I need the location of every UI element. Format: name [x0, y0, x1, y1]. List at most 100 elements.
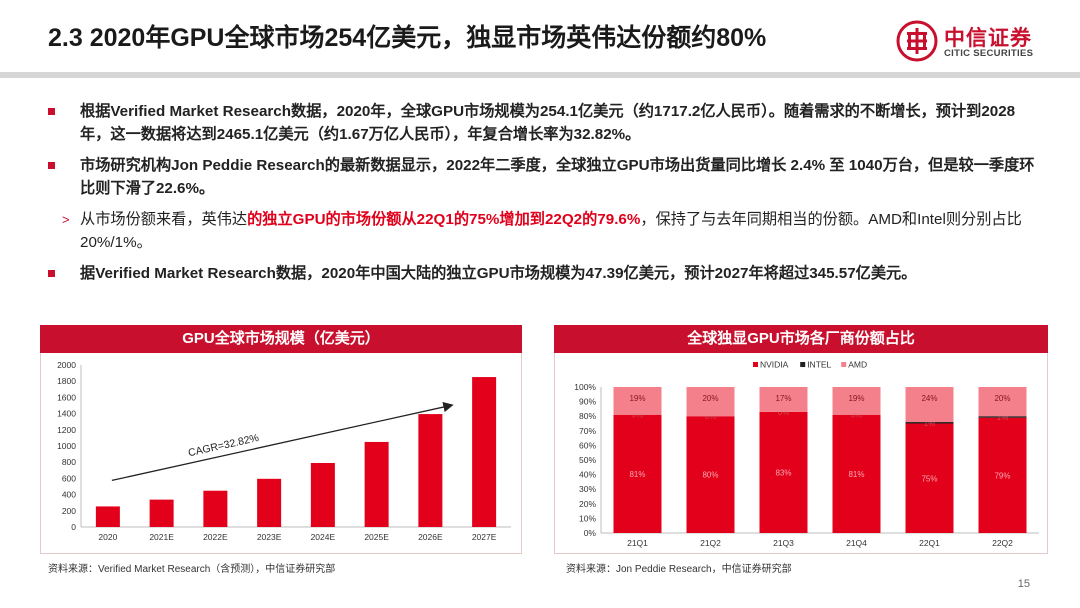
y-tick-label: 1600	[57, 392, 76, 402]
logo-english-text: CITIC SECURITIES	[944, 48, 1034, 59]
data-label-intel: 1%	[997, 413, 1009, 422]
arrow-bullet-icon: >	[62, 212, 70, 227]
bar-segment-amd	[978, 387, 1027, 417]
data-label-nvidia: 83%	[775, 468, 791, 477]
data-label-intel: 0%	[705, 412, 717, 421]
market-size-chart: 0 200 400 600 800 1000 1200 1400 1600 1800 2000 202…	[57, 360, 511, 542]
legend-swatch-nvidia	[753, 362, 758, 367]
y-tick-label: 10%	[579, 513, 596, 523]
x-tick-label: 21Q1	[627, 538, 648, 548]
cagr-arrow	[111, 401, 454, 482]
y-tick-label: 2000	[57, 360, 76, 370]
title-divider	[0, 72, 1080, 78]
bullet-list: 根据Verified Market Research数据，2020年，全球GPU…	[48, 100, 1038, 293]
bar-segment-amd	[686, 387, 735, 417]
vendor-share-panel: 全球独显GPU市场各厂商份额占比 NVIDIA INTEL AMD 0% 10% 20% 3…	[554, 325, 1048, 554]
bar-segment-amd	[832, 387, 881, 415]
x-tick-label: 2024E	[311, 532, 336, 542]
y-tick-label: 1400	[57, 409, 76, 419]
bar-segment-amd	[613, 387, 662, 415]
data-label-nvidia: 81%	[848, 470, 864, 479]
x-tick-label: 2022E	[203, 532, 228, 542]
bar	[364, 441, 389, 527]
vendor-share-chart: NVIDIA INTEL AMD 0% 10% 20% 30% 40% 50% 60% 70% 80%…	[574, 360, 1039, 548]
legend-swatch-amd	[841, 362, 847, 367]
data-label-intel: 0%	[632, 411, 644, 420]
market-size-panel-header: GPU全球市场规模（亿美元）	[40, 325, 522, 353]
y-tick-label: 90%	[579, 397, 596, 407]
x-tick-label: 21Q2	[700, 538, 721, 548]
bar-segment-nvidia	[978, 417, 1027, 533]
bar	[203, 490, 228, 527]
bar-segment-amd	[905, 387, 954, 423]
bar-segment-nvidia	[905, 423, 954, 533]
data-label-amd: 19%	[629, 394, 645, 403]
x-tick-label: 2026E	[418, 532, 443, 542]
x-tick-label: 22Q1	[919, 538, 940, 548]
bar	[149, 499, 174, 527]
legend-label-intel: INTEL	[807, 360, 831, 370]
vendor-share-chart-area: NVIDIA INTEL AMD 0% 10% 20% 30% 40% 50% 60% 70% 80%…	[554, 353, 1048, 554]
y-tick-label: 1000	[57, 441, 76, 451]
x-tick-label: 2027E	[472, 532, 497, 542]
data-label-intel: 0%	[851, 411, 863, 420]
bullet-item: 市场研究机构Jon Peddie Research的最新数据显示，2022年二季…	[48, 154, 1038, 200]
y-tick-label: 70%	[579, 426, 596, 436]
bar	[418, 414, 443, 527]
market-size-chart-area: 0 200 400 600 800 1000 1200 1400 1600 1800 2000 202…	[40, 353, 522, 554]
y-tick-label: 1800	[57, 376, 76, 386]
data-label-amd: 24%	[921, 394, 937, 403]
y-tick-label: 1200	[57, 425, 76, 435]
legend-swatch-intel	[800, 362, 806, 367]
bullet-item: 据Verified Market Research数据，2020年中国大陆的独立…	[48, 262, 1038, 285]
bar-segment-nvidia	[759, 411, 808, 533]
y-tick-label: 30%	[579, 484, 596, 494]
data-label-amd: 20%	[994, 394, 1010, 403]
citic-logo-icon	[896, 20, 938, 62]
bar-segment-nvidia	[832, 414, 881, 533]
bullet-text: 市场研究机构Jon Peddie Research的最新数据显示，2022年二季…	[80, 157, 1035, 197]
bar	[257, 478, 282, 527]
y-tick-label: 80%	[579, 411, 596, 421]
page-title: 2.3 2020年GPU全球市场254亿美元，独显市场英伟达份额约80%	[48, 24, 767, 52]
bullet-square-icon	[48, 108, 55, 115]
sub-bullet-item: > 从市场份额来看，英伟达的独立GPU的市场份额从22Q1的75%增加到22Q2…	[48, 208, 1038, 254]
bullet-text: 根据Verified Market Research数据，2020年，全球GPU…	[80, 103, 1016, 143]
legend-label-nvidia: NVIDIA	[760, 360, 789, 370]
market-size-panel: GPU全球市场规模（亿美元） 0 200 400 600 800 1000 1200 1400…	[40, 325, 522, 554]
data-label-amd: 17%	[775, 394, 791, 403]
data-label-intel: 1%	[924, 419, 936, 428]
x-tick-label: 21Q4	[846, 538, 867, 548]
y-tick-label: 400	[62, 490, 76, 500]
y-tick-label: 60%	[579, 440, 596, 450]
y-tick-label: 200	[62, 506, 76, 516]
x-tick-label: 2021E	[149, 532, 174, 542]
x-tick-label: 2025E	[364, 532, 389, 542]
bar-segment-nvidia	[686, 416, 735, 533]
bullet-square-icon	[48, 270, 55, 277]
y-tick-label: 40%	[579, 470, 596, 480]
bar	[472, 377, 497, 527]
data-label-intel: 0%	[778, 408, 790, 417]
y-tick-label: 800	[62, 457, 76, 467]
y-tick-label: 20%	[579, 499, 596, 509]
bullet-text: 据Verified Market Research数据，2020年中国大陆的独立…	[80, 265, 917, 282]
y-tick-label: 50%	[579, 455, 596, 465]
left-source-note: 资料来源：Verified Market Research（含预测），中信证券研…	[48, 564, 336, 575]
data-label-amd: 20%	[702, 394, 718, 403]
bar	[95, 506, 120, 527]
logo-chinese-text: 中信证券	[944, 27, 1032, 50]
bar-segment-intel	[978, 416, 1027, 418]
sub-bullet-text: 从市场份额来看，英伟达	[80, 211, 248, 228]
sub-bullet-text-end: ，保持了与去年同期相当的份额。AMD和Intel则分别占比20%/1%。	[80, 211, 1022, 251]
data-label-nvidia: 75%	[921, 474, 937, 483]
bullet-item: 根据Verified Market Research数据，2020年，全球GPU…	[48, 100, 1038, 146]
sub-bullet-highlight: 的独立GPU的市场份额从22Q1的75%增加到22Q2的79.6%	[247, 211, 641, 228]
y-tick-label: 100%	[574, 382, 596, 392]
page-number: 15	[1017, 578, 1030, 590]
right-source-note: 资料来源：Jon Peddie Research，中信证券研究部	[566, 564, 792, 575]
x-tick-label: 21Q3	[773, 538, 794, 548]
y-tick-label: 0%	[584, 528, 597, 538]
bar	[310, 463, 335, 527]
bar-segment-amd	[759, 387, 808, 412]
